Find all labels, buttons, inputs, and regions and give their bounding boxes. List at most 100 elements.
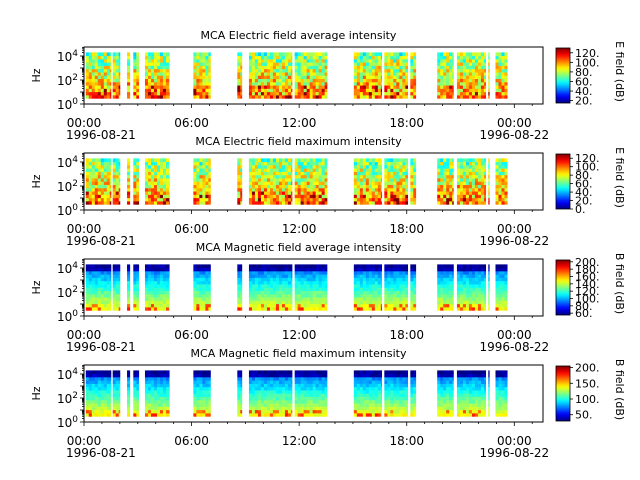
spectrogram-cell: [156, 88, 161, 93]
spectrogram-cell: [150, 65, 155, 70]
spectrogram-cell: [440, 171, 444, 176]
spectrogram-cell: [374, 178, 379, 182]
spectrogram-cell: [263, 161, 268, 166]
spectrogram-cell: [103, 75, 108, 80]
spectrogram-cell: [437, 270, 441, 275]
spectrogram-cell: [153, 62, 158, 66]
spectrogram-cell: [109, 72, 112, 76]
spectrogram-cell: [483, 55, 487, 60]
spectrogram-cell: [199, 62, 203, 66]
spectrogram-cell: [196, 55, 200, 60]
spectrogram-cell: [168, 58, 170, 63]
spectrogram-cell: [112, 399, 117, 404]
spectrogram-cell: [284, 290, 289, 295]
spectrogram-cell: [254, 396, 259, 401]
spectrogram-cell: [91, 158, 96, 163]
spectrogram-cell: [237, 290, 241, 295]
spectrogram-cell: [498, 293, 502, 298]
x-tick-label: 06:00: [174, 222, 209, 236]
spectrogram-cell: [362, 72, 367, 76]
spectrogram-cell: [199, 287, 203, 292]
spectrogram-cell: [136, 78, 140, 83]
spectrogram-cell: [103, 78, 108, 83]
spectrogram-cell: [480, 280, 485, 285]
spectrogram-cell: [318, 284, 323, 288]
spectrogram-cell: [465, 197, 470, 202]
spectrogram-cell: [387, 181, 391, 186]
spectrogram-cell: [156, 270, 161, 275]
spectrogram-cell: [368, 284, 373, 288]
spectrogram-cell: [85, 409, 90, 414]
spectrogram-cell: [88, 55, 93, 60]
spectrogram-cell: [91, 171, 96, 176]
spectrogram-cell: [147, 270, 152, 275]
spectrogram-cell: [133, 297, 137, 301]
spectrogram-cell: [159, 187, 164, 192]
spectrogram-cell: [390, 174, 394, 179]
spectrogram-cell: [384, 78, 388, 83]
spectrogram-cell: [106, 181, 111, 186]
spectrogram-cell: [443, 194, 447, 199]
spectrogram-cell: [156, 58, 161, 63]
spectrogram-cell: [202, 58, 206, 63]
spectrogram-cell: [303, 277, 308, 282]
spectrogram-cell: [278, 197, 283, 202]
colorbar-label: B field (dB): [613, 253, 626, 314]
spectrogram-cell: [309, 191, 314, 195]
spectrogram-cell: [443, 85, 447, 89]
spectrogram-cell: [290, 287, 293, 292]
spectrogram-cell: [251, 91, 256, 96]
spectrogram-cell: [405, 55, 409, 60]
spectrogram-cell: [118, 55, 121, 60]
spectrogram-cell: [390, 284, 394, 288]
spectrogram-cell: [127, 300, 131, 305]
spectrogram-cell: [106, 201, 111, 205]
spectrogram-cell: [368, 95, 373, 99]
spectrogram-cell: [413, 303, 417, 308]
spectrogram-cell: [196, 290, 200, 295]
spectrogram-cell: [297, 184, 302, 189]
spectrogram-cell: [459, 197, 464, 202]
spectrogram-cell: [278, 88, 283, 93]
spectrogram-cell: [321, 187, 326, 192]
spectrogram-cell: [309, 297, 314, 301]
spectrogram-cell: [100, 303, 105, 308]
colorbar-tick-label: 80.: [575, 300, 593, 313]
spectrogram-cell: [290, 174, 293, 179]
spectrogram-cell: [290, 62, 293, 66]
spectrogram-cell: [269, 290, 274, 295]
spectrogram-cell: [405, 264, 409, 269]
spectrogram-cell: [199, 297, 203, 301]
spectrogram-cell: [205, 178, 209, 182]
spectrogram-cell: [306, 68, 311, 73]
spectrogram-cell: [88, 396, 93, 401]
spectrogram-cell: [477, 85, 482, 89]
spectrogram-cell: [208, 264, 211, 269]
spectrogram-cell: [112, 376, 117, 381]
spectrogram-cell: [465, 52, 470, 57]
spectrogram-cell: [272, 81, 277, 86]
spectrogram-cell: [297, 191, 302, 195]
spectrogram-cell: [144, 390, 149, 394]
spectrogram-cell: [147, 267, 152, 272]
spectrogram-cell: [303, 85, 308, 89]
spectrogram-cell: [91, 293, 96, 298]
spectrogram-cell: [318, 274, 323, 278]
spectrogram-cell: [362, 174, 367, 179]
spectrogram-cell: [443, 178, 447, 182]
spectrogram-cell: [488, 68, 490, 73]
spectrogram-cell: [278, 300, 283, 305]
spectrogram-cell: [193, 264, 197, 269]
spectrogram-cell: [474, 68, 479, 73]
spectrogram-cell: [480, 68, 485, 73]
spectrogram-cell: [136, 373, 140, 378]
spectrogram-cell: [384, 72, 388, 76]
spectrogram-cell: [127, 284, 131, 288]
spectrogram-cell: [254, 55, 259, 60]
spectrogram-cell: [504, 65, 508, 70]
spectrogram-cell: [483, 270, 487, 275]
spectrogram-cell: [115, 380, 120, 384]
spectrogram-cell: [159, 78, 164, 83]
spectrogram-cell: [257, 164, 262, 169]
spectrogram-cell: [208, 52, 211, 57]
